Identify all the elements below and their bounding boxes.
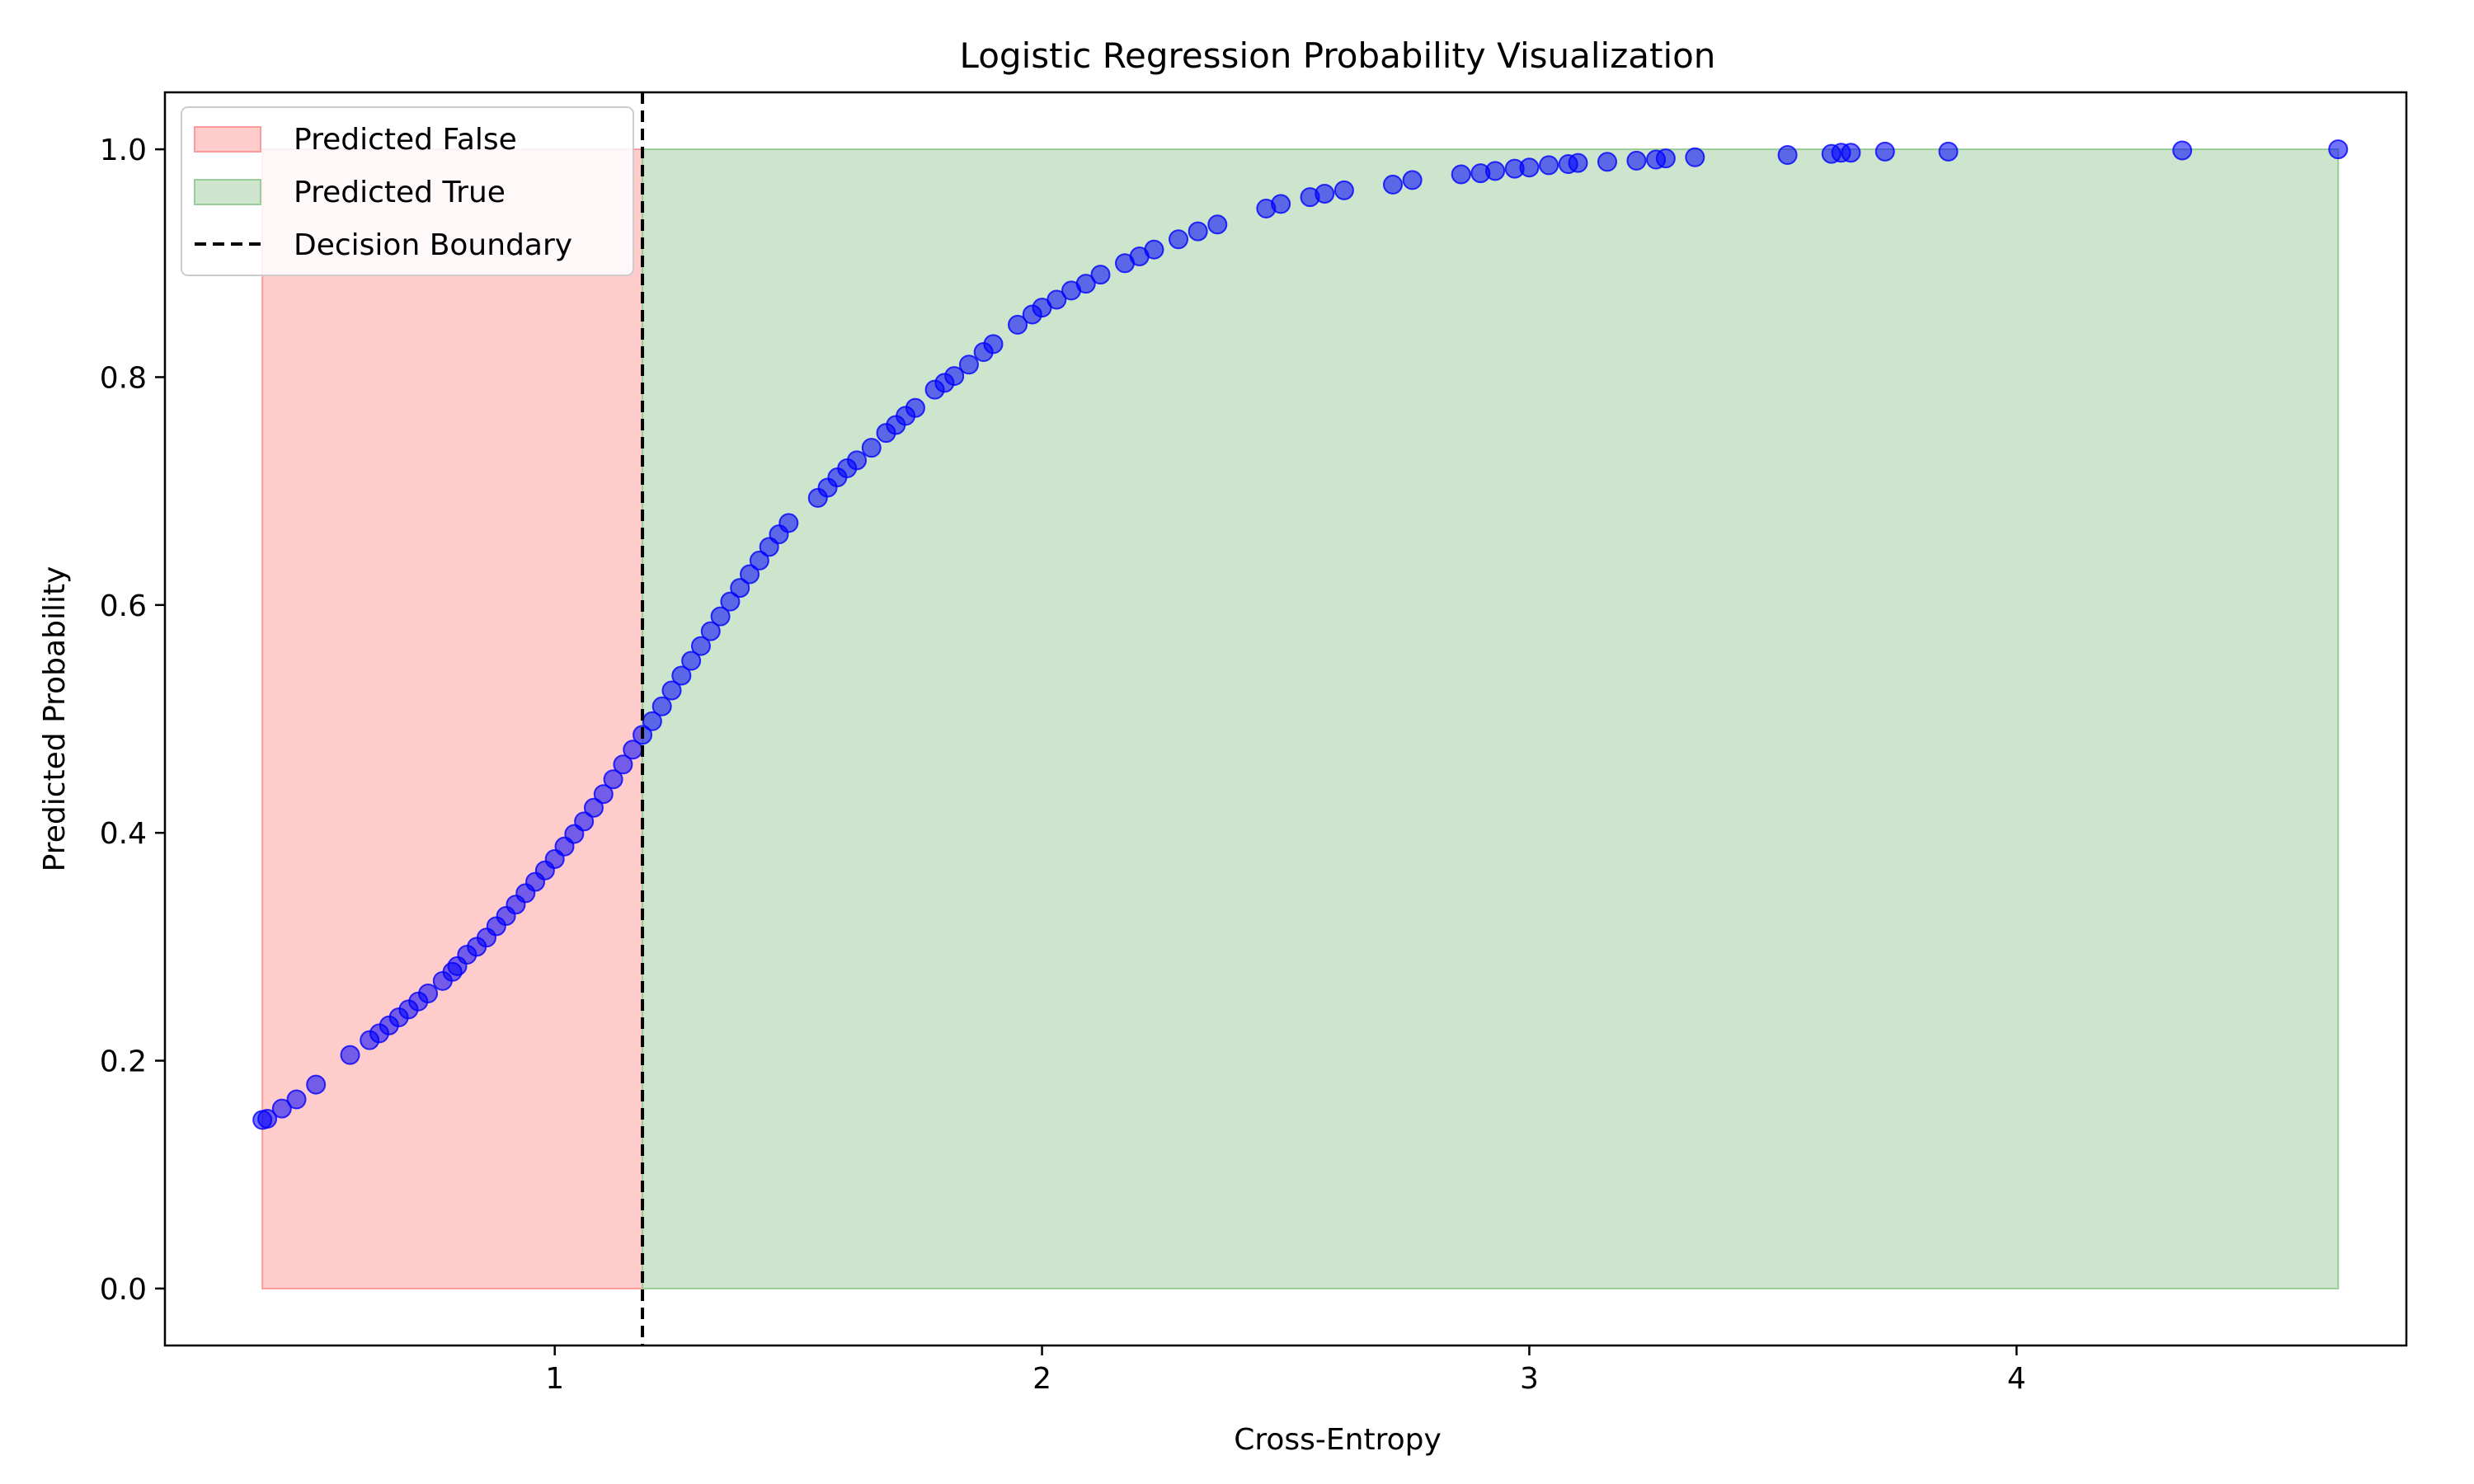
legend-frame — [181, 106, 634, 276]
data-point — [778, 513, 799, 533]
data-point — [1047, 289, 1067, 310]
data-point — [1090, 265, 1111, 285]
data-point — [2328, 139, 2349, 160]
data-point — [700, 621, 721, 641]
x-ticks: 1 2 3 4 — [545, 1345, 2026, 1396]
x-tick-label: 3 — [1520, 1362, 1539, 1396]
data-point — [1207, 214, 1228, 235]
data-point — [1626, 150, 1647, 171]
data-point — [1271, 194, 1291, 214]
data-point — [690, 636, 711, 656]
data-point — [583, 797, 604, 818]
x-axis-label: Cross-Entropy — [1234, 1423, 1442, 1457]
y-axis-label: Predicted Probability — [38, 566, 72, 872]
data-point — [671, 665, 692, 686]
data-point — [1075, 274, 1096, 294]
y-tick-label: 0.4 — [100, 817, 147, 851]
data-point — [306, 1074, 327, 1095]
legend-swatch-predicted-false — [194, 126, 261, 153]
data-point — [720, 591, 741, 612]
data-point — [944, 366, 965, 387]
data-point — [642, 711, 662, 731]
data-point — [418, 984, 439, 1004]
data-point — [740, 564, 760, 585]
data-point — [905, 397, 925, 418]
data-point — [958, 355, 979, 375]
y-tick-label: 0.6 — [100, 589, 147, 623]
legend: Predicted False Predicted True Decision … — [181, 106, 634, 276]
region-predicted-true — [642, 148, 2340, 1289]
data-point — [2172, 140, 2193, 161]
data-point — [1685, 147, 1705, 167]
data-point — [749, 550, 769, 571]
x-tick-label: 4 — [2007, 1362, 2026, 1396]
data-point — [651, 696, 672, 716]
data-point — [603, 769, 623, 790]
regions — [261, 148, 2340, 1289]
x-tick-label: 1 — [545, 1362, 564, 1396]
data-point — [1333, 180, 1354, 200]
y-tick-label: 0.0 — [100, 1273, 147, 1307]
data-point — [340, 1045, 360, 1065]
data-point — [1315, 183, 1335, 204]
legend-swatch-predicted-true — [194, 179, 261, 205]
data-point — [1188, 221, 1208, 242]
data-point — [847, 450, 868, 471]
data-point — [1874, 141, 1895, 162]
legend-label-predicted-false: Predicted False — [294, 123, 517, 157]
data-point — [574, 811, 595, 832]
axes-frame — [163, 91, 2408, 1347]
data-point — [593, 784, 614, 805]
y-tick-label: 1.0 — [100, 134, 147, 167]
chart-title: Logistic Regression Probability Visualiz… — [960, 35, 1716, 76]
data-point — [710, 606, 731, 627]
data-point — [1169, 229, 1189, 250]
data-point — [730, 578, 750, 599]
y-tick-label: 0.8 — [100, 361, 147, 395]
legend-entry-predicted-false: Predicted False — [194, 123, 517, 157]
data-point — [257, 1109, 278, 1129]
data-point — [1568, 153, 1588, 173]
data-point — [1008, 314, 1028, 335]
scatter-points — [252, 139, 2349, 1130]
data-point — [861, 438, 882, 458]
legend-entry-predicted-true: Predicted True — [194, 176, 506, 209]
data-point — [681, 650, 702, 671]
data-point — [1382, 174, 1403, 195]
y-ticks: 0.0 0.2 0.4 0.6 0.8 1.0 — [100, 134, 165, 1307]
legend-entry-decision-boundary: Decision Boundary — [195, 228, 572, 262]
data-point — [1539, 155, 1559, 176]
data-point — [271, 1098, 292, 1119]
y-tick-label: 0.2 — [100, 1045, 147, 1079]
data-point — [1144, 239, 1164, 260]
data-point — [1485, 161, 1506, 181]
data-point — [1451, 164, 1471, 185]
region-predicted-false — [261, 148, 644, 1289]
data-point — [1841, 143, 1861, 163]
data-point — [1938, 141, 1959, 162]
data-point — [1777, 145, 1798, 165]
data-point — [1655, 148, 1676, 169]
x-tick-label: 2 — [1032, 1362, 1051, 1396]
data-point — [1519, 157, 1540, 178]
legend-label-decision-boundary: Decision Boundary — [294, 228, 572, 262]
data-point — [983, 334, 1004, 355]
data-point — [1402, 170, 1423, 190]
data-point — [1597, 152, 1617, 172]
legend-label-predicted-true: Predicted True — [294, 176, 506, 209]
data-point — [613, 754, 633, 775]
data-point — [286, 1089, 307, 1110]
data-point — [661, 680, 682, 701]
